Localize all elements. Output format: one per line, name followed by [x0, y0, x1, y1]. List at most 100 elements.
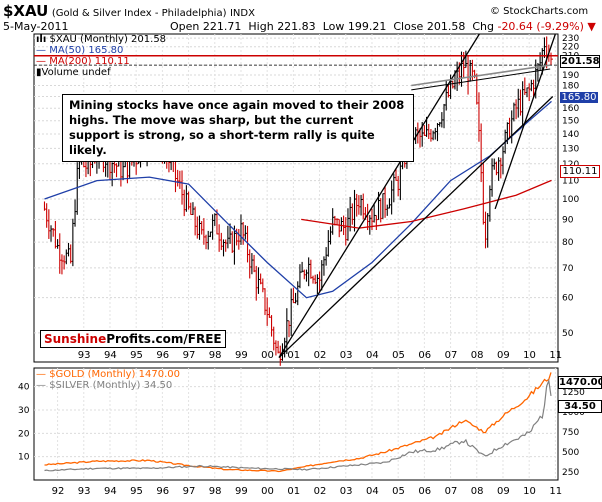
- x-tick-label: 00: [261, 350, 274, 361]
- x-tick-label: 94: [104, 350, 117, 361]
- x-tick-label: 10: [523, 350, 536, 361]
- x-tick-label: 05: [392, 486, 405, 497]
- y-tick-label: 190: [562, 71, 579, 81]
- brand-profits: Profits.com/FREE: [106, 332, 222, 346]
- x-tick-label: 92: [52, 486, 65, 497]
- close-value: 201.58: [426, 20, 466, 33]
- x-tick-label: 06: [418, 350, 431, 361]
- legend-volume: ▮Volume undef: [36, 67, 166, 78]
- quote-line: Open 221.71 High 221.83 Low 199.21 Close…: [170, 20, 596, 33]
- legend-gold: — $GOLD (Monthly) 1470.00: [36, 369, 180, 380]
- silver-badge: 34.50: [558, 400, 602, 413]
- y-tick-label-left: 40: [18, 383, 30, 393]
- metals-grid: [34, 368, 558, 480]
- down-arrow-icon: ▼: [587, 20, 596, 33]
- x-tick-label: 98: [209, 486, 222, 497]
- y-tick-label: 70: [562, 264, 574, 274]
- neckline: [411, 64, 551, 87]
- metals-y-ticks: 10 20 30 40 250 500 750 1000 1250: [18, 383, 585, 478]
- watermark: © StockCharts.com: [490, 6, 589, 17]
- legend-xau-label: $XAU (Monthly) 201.58: [49, 34, 167, 45]
- price-panel-frame: [33, 33, 559, 363]
- x-tick-label: 05: [392, 350, 405, 361]
- x-tick-label: 06: [418, 486, 431, 497]
- neckline-lower: [411, 68, 551, 91]
- x-tick-label: 97: [183, 350, 196, 361]
- y-tick-label: 80: [562, 238, 574, 248]
- x-tick-label: 04: [366, 350, 379, 361]
- y-tick-label: 100: [562, 195, 579, 205]
- gold-badge: 1470.00: [558, 376, 602, 389]
- x-tick-label: 11: [549, 350, 562, 361]
- legend-ma50-label: MA(50) 165.80: [49, 45, 124, 56]
- price-legend: ılı $XAU (Monthly) 201.58 — MA(50) 165.8…: [36, 34, 166, 78]
- silver-line: [44, 378, 552, 472]
- x-tick-label: 08: [471, 350, 484, 361]
- y-tick-label-left: 10: [18, 453, 30, 463]
- x-tick-label: 07: [445, 350, 458, 361]
- legend-xau: ılı $XAU (Monthly) 201.58: [36, 34, 166, 45]
- y-tick-label: 140: [562, 130, 579, 140]
- x-tick-label: 99: [235, 350, 248, 361]
- x-tick-label: 93: [78, 350, 91, 361]
- close-badge: 201.58: [560, 55, 600, 68]
- open-label: Open: [170, 20, 200, 33]
- x-tick-label: 08: [471, 486, 484, 497]
- ma200-line: [301, 179, 552, 229]
- ohlc-bar: [550, 52, 554, 66]
- brand-sunshine: Sunshine: [44, 332, 107, 346]
- y-tick-label: 150: [562, 117, 579, 127]
- annotation-box: Mining stocks have once again moved to t…: [62, 94, 414, 162]
- x-tick-label: 94: [104, 486, 117, 497]
- gold-line: [44, 372, 552, 473]
- x-tick-label: 99: [235, 486, 248, 497]
- legend-ma50: — MA(50) 165.80: [36, 45, 124, 56]
- x-tick-label: 09: [497, 486, 510, 497]
- symbol: $XAU: [3, 2, 49, 20]
- legend-silver-label: $SILVER (Monthly) 34.50: [49, 380, 173, 391]
- y-tick-label-right: 500: [562, 448, 579, 458]
- x-tick-label: 10: [523, 486, 536, 497]
- annotation-text: Mining stocks have once again moved to t…: [69, 98, 405, 157]
- y-tick-label-left: 20: [18, 429, 30, 439]
- brand-box: SunshineProfits.com/FREE: [40, 330, 226, 348]
- y-tick-label-right: 1250: [562, 388, 585, 398]
- legend-ma200: — MA(200) 110.11: [36, 56, 130, 67]
- x-tick-label: 96: [156, 350, 169, 361]
- legend-ma200-label: MA(200) 110.11: [49, 56, 130, 67]
- metals-x-ticks: 92 93 94 95 96 97 98 99 00 01 02 03 04 05 06 07 08 09 10 11: [52, 486, 563, 497]
- y-tick-label: 180: [562, 81, 579, 91]
- index-name: (Gold & Silver Index - Philadelphia): [51, 8, 227, 19]
- ma200-badge: 110.11: [560, 165, 600, 178]
- x-tick-label: 02: [314, 486, 327, 497]
- price-x-ticks: 93 94 95 96 97 98 99 00 01 02 03 04 05 06 07 08 09 10 11: [78, 350, 562, 361]
- y-tick-label: 220: [562, 43, 579, 53]
- legend-gold-label: $GOLD (Monthly) 1470.00: [49, 369, 180, 380]
- x-tick-label: 01: [287, 350, 300, 361]
- x-tick-label: 01: [287, 486, 300, 497]
- y-tick-label: 130: [562, 144, 579, 154]
- y-tick-label-right: 250: [562, 468, 579, 478]
- metals-panel: 10 20 30 40 250 500 750 1000 1250: [18, 367, 585, 481]
- chg-value: -20.64 (-9.29%): [497, 20, 584, 33]
- channel-upper: [278, 33, 480, 358]
- y-tick-label: 120: [562, 160, 579, 170]
- x-tick-label: 97: [183, 486, 196, 497]
- x-tick-label: 00: [261, 486, 274, 497]
- x-tick-label: 11: [549, 486, 562, 497]
- y-tick-label: 230: [562, 34, 579, 44]
- high-value: 221.83: [277, 20, 316, 33]
- y-tick-label: 50: [562, 329, 574, 339]
- close-label: Close: [393, 20, 424, 33]
- channel-lower: [278, 96, 554, 359]
- y-tick-label: 90: [562, 215, 574, 225]
- low-label: Low: [322, 20, 345, 33]
- y-tick-label: 160: [562, 104, 579, 114]
- ma50-line: [44, 100, 552, 299]
- quote-date: 5-May-2011: [3, 20, 69, 33]
- ma50-badge: 165.80: [560, 92, 598, 103]
- y-tick-label-right: 750: [562, 428, 579, 438]
- legend-volume-label: Volume undef: [41, 67, 111, 78]
- price-panel: 2302202102001901801701601501401301201101…: [33, 33, 579, 366]
